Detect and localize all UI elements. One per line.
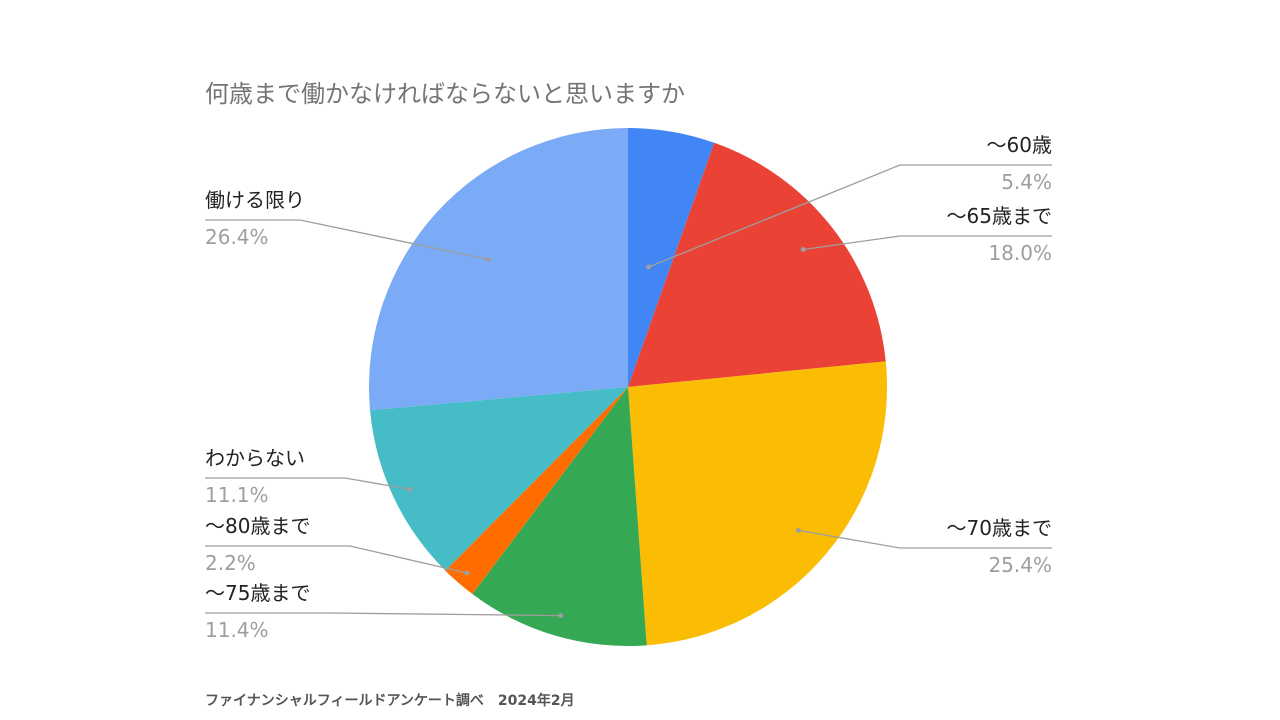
leader-dot	[558, 613, 564, 619]
slice-label: ～80歳まで	[205, 514, 311, 538]
leader-dot	[795, 527, 801, 533]
source-note: ファイナンシャルフィールドアンケート調べ 2024年2月	[205, 693, 575, 709]
pie-slice	[628, 142, 886, 387]
slice-label: ～65歳まで	[946, 204, 1052, 228]
leader-dot	[800, 247, 806, 253]
slice-label: わからない	[205, 446, 305, 470]
leader-lines	[205, 164, 1052, 619]
leader-line	[205, 612, 561, 617]
pie-slice	[628, 361, 887, 646]
pie-slices	[369, 128, 887, 646]
pie-slice	[369, 128, 628, 411]
chart-title: 何歳まで働かなければならないと思いますか	[205, 80, 685, 108]
slice-percent: 11.4%	[205, 618, 269, 642]
slice-label: ～70歳まで	[946, 516, 1052, 540]
slice-label: ～75歳まで	[205, 581, 311, 605]
slice-label: ～60歳	[986, 133, 1052, 157]
slice-percent: 25.4%	[988, 553, 1052, 577]
slice-percent: 5.4%	[1001, 170, 1052, 194]
leader-dot	[407, 486, 413, 492]
leader-dot	[485, 256, 491, 262]
leader-line	[205, 545, 468, 574]
leader-line	[205, 477, 411, 490]
pie-slice	[472, 387, 647, 646]
slice-percent: 11.1%	[205, 483, 269, 507]
leader-line	[205, 219, 489, 261]
pie-slice	[445, 387, 628, 595]
leader-line	[798, 529, 1052, 549]
slice-percent: 2.2%	[205, 551, 256, 575]
leader-dot	[646, 264, 652, 270]
leader-line	[803, 235, 1052, 251]
leader-line	[648, 164, 1052, 268]
pie-slice	[370, 387, 628, 571]
leader-dot	[464, 570, 470, 576]
slice-percent: 26.4%	[205, 225, 269, 249]
slice-label: 働ける限り	[205, 188, 305, 212]
slice-percent: 18.0%	[988, 241, 1052, 265]
